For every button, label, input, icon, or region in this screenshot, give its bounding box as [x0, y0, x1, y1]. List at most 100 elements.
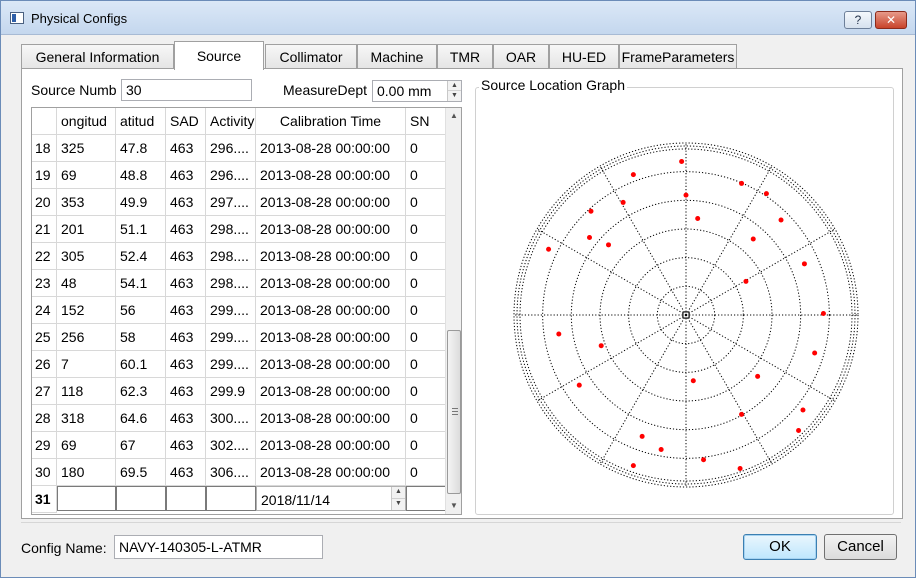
new-row-longitude-input[interactable] [57, 486, 116, 511]
cell-sn[interactable]: 0 [406, 216, 446, 243]
cell-sn[interactable]: 0 [406, 162, 446, 189]
cell-calibration-time[interactable]: 2013-08-28 00:00:00 [256, 378, 406, 405]
spin-up-icon[interactable]: ▲ [448, 81, 461, 91]
cell-latitude[interactable]: 67 [116, 432, 166, 459]
cell-sad[interactable]: 463 [166, 378, 206, 405]
cell-sad[interactable]: 463 [166, 270, 206, 297]
scroll-thumb[interactable] [447, 330, 461, 494]
cell-sad[interactable]: 463 [166, 324, 206, 351]
cell-activity[interactable]: 296.... [206, 162, 256, 189]
cell-longitude[interactable]: 118 [57, 378, 116, 405]
row-header[interactable]: 29 [32, 432, 57, 459]
cell-sad[interactable]: 463 [166, 351, 206, 378]
cell-activity[interactable]: 299.... [206, 297, 256, 324]
row-header[interactable]: 24 [32, 297, 57, 324]
row-header[interactable]: 18 [32, 135, 57, 162]
row-header[interactable]: 23 [32, 270, 57, 297]
column-header-sn[interactable]: SN [406, 108, 446, 135]
cell-activity[interactable]: 299.... [206, 324, 256, 351]
cancel-button[interactable]: Cancel [824, 534, 897, 560]
new-row-latitude-input[interactable] [116, 486, 166, 511]
spin-down-icon[interactable]: ▼ [395, 499, 402, 507]
cell-sn[interactable]: 0 [406, 189, 446, 216]
new-row-activity-input[interactable] [206, 486, 256, 511]
new-row-sn-input[interactable] [406, 486, 446, 511]
cell-activity[interactable]: 298.... [206, 270, 256, 297]
column-header-calibration-time[interactable]: Calibration Time [256, 108, 406, 135]
cell-latitude[interactable]: 47.8 [116, 135, 166, 162]
cell-latitude[interactable]: 52.4 [116, 243, 166, 270]
source-number-input[interactable]: 30 [121, 79, 252, 101]
spin-up-icon[interactable]: ▲ [392, 487, 405, 499]
ok-button[interactable]: OK [743, 534, 817, 560]
tab-tmr[interactable]: TMR [437, 44, 493, 69]
cell-sn[interactable]: 0 [406, 297, 446, 324]
cell-activity[interactable]: 298.... [206, 216, 256, 243]
cell-calibration-time[interactable]: 2013-08-28 00:00:00 [256, 216, 406, 243]
cell-latitude[interactable]: 62.3 [116, 378, 166, 405]
cell-sn[interactable]: 0 [406, 405, 446, 432]
row-header[interactable]: 27 [32, 378, 57, 405]
cell-sn[interactable]: 0 [406, 351, 446, 378]
cell-sn[interactable]: 0 [406, 135, 446, 162]
measure-depth-spinbox[interactable]: 0.00 mm ▲ ▼ [372, 80, 462, 102]
row-header[interactable]: 21 [32, 216, 57, 243]
cell-longitude[interactable]: 69 [57, 162, 116, 189]
cell-calibration-time[interactable]: 2013-08-28 00:00:00 [256, 459, 406, 486]
cell-calibration-time[interactable]: 2013-08-28 00:00:00 [256, 243, 406, 270]
tab-machine[interactable]: Machine [357, 44, 437, 69]
cell-calibration-time[interactable]: 2013-08-28 00:00:00 [256, 432, 406, 459]
scroll-down-icon[interactable]: ▼ [450, 501, 458, 510]
cell-latitude[interactable]: 51.1 [116, 216, 166, 243]
cell-sn[interactable]: 0 [406, 243, 446, 270]
cell-longitude[interactable]: 152 [57, 297, 116, 324]
cell-longitude[interactable]: 325 [57, 135, 116, 162]
new-row-calibration-time-input[interactable]: 2018/11/14 ▲ ▼ [256, 486, 406, 511]
table-vertical-scrollbar[interactable]: ▲ ▼ [445, 108, 461, 514]
cell-activity[interactable]: 298.... [206, 243, 256, 270]
cell-sad[interactable]: 463 [166, 135, 206, 162]
cell-activity[interactable]: 297.... [206, 189, 256, 216]
cell-longitude[interactable]: 180 [57, 459, 116, 486]
cell-calibration-time[interactable]: 2013-08-28 00:00:00 [256, 351, 406, 378]
cell-sad[interactable]: 463 [166, 405, 206, 432]
help-button[interactable]: ? [844, 11, 872, 29]
cell-calibration-time[interactable]: 2013-08-28 00:00:00 [256, 162, 406, 189]
cell-activity[interactable]: 300.... [206, 405, 256, 432]
cell-longitude[interactable]: 201 [57, 216, 116, 243]
cell-calibration-time[interactable]: 2013-08-28 00:00:00 [256, 405, 406, 432]
cell-latitude[interactable]: 54.1 [116, 270, 166, 297]
cell-sad[interactable]: 463 [166, 216, 206, 243]
cell-sad[interactable]: 463 [166, 189, 206, 216]
cell-longitude[interactable]: 318 [57, 405, 116, 432]
tab-collimator[interactable]: Collimator [265, 44, 357, 69]
cell-activity[interactable]: 299.9 [206, 378, 256, 405]
cell-latitude[interactable]: 49.9 [116, 189, 166, 216]
measure-depth-spin-arrows[interactable]: ▲ ▼ [447, 81, 461, 101]
cell-longitude[interactable]: 353 [57, 189, 116, 216]
spin-down-icon[interactable]: ▼ [451, 92, 458, 99]
tab-source[interactable]: Source [174, 41, 264, 70]
cell-sn[interactable]: 0 [406, 459, 446, 486]
cell-sn[interactable]: 0 [406, 378, 446, 405]
row-header[interactable]: 26 [32, 351, 57, 378]
row-header[interactable]: 30 [32, 459, 57, 486]
row-header[interactable]: 20 [32, 189, 57, 216]
cell-longitude[interactable]: 7 [57, 351, 116, 378]
cell-sn[interactable]: 0 [406, 324, 446, 351]
scroll-up-icon[interactable]: ▲ [450, 111, 458, 120]
config-name-input[interactable]: NAVY-140305-L-ATMR [114, 535, 323, 559]
cell-longitude[interactable]: 305 [57, 243, 116, 270]
column-header-longitude[interactable]: ongitud [57, 108, 116, 135]
date-spin-arrows[interactable]: ▲ ▼ [391, 487, 405, 510]
cell-activity[interactable]: 296.... [206, 135, 256, 162]
row-header[interactable]: 28 [32, 405, 57, 432]
tab-general-information[interactable]: General Information [21, 44, 174, 69]
new-row-sad-input[interactable] [166, 486, 206, 511]
tab-oar[interactable]: OAR [493, 44, 549, 69]
cell-latitude[interactable]: 60.1 [116, 351, 166, 378]
cell-sad[interactable]: 463 [166, 162, 206, 189]
cell-latitude[interactable]: 58 [116, 324, 166, 351]
row-header[interactable]: 31 [32, 486, 57, 513]
cell-longitude[interactable]: 256 [57, 324, 116, 351]
